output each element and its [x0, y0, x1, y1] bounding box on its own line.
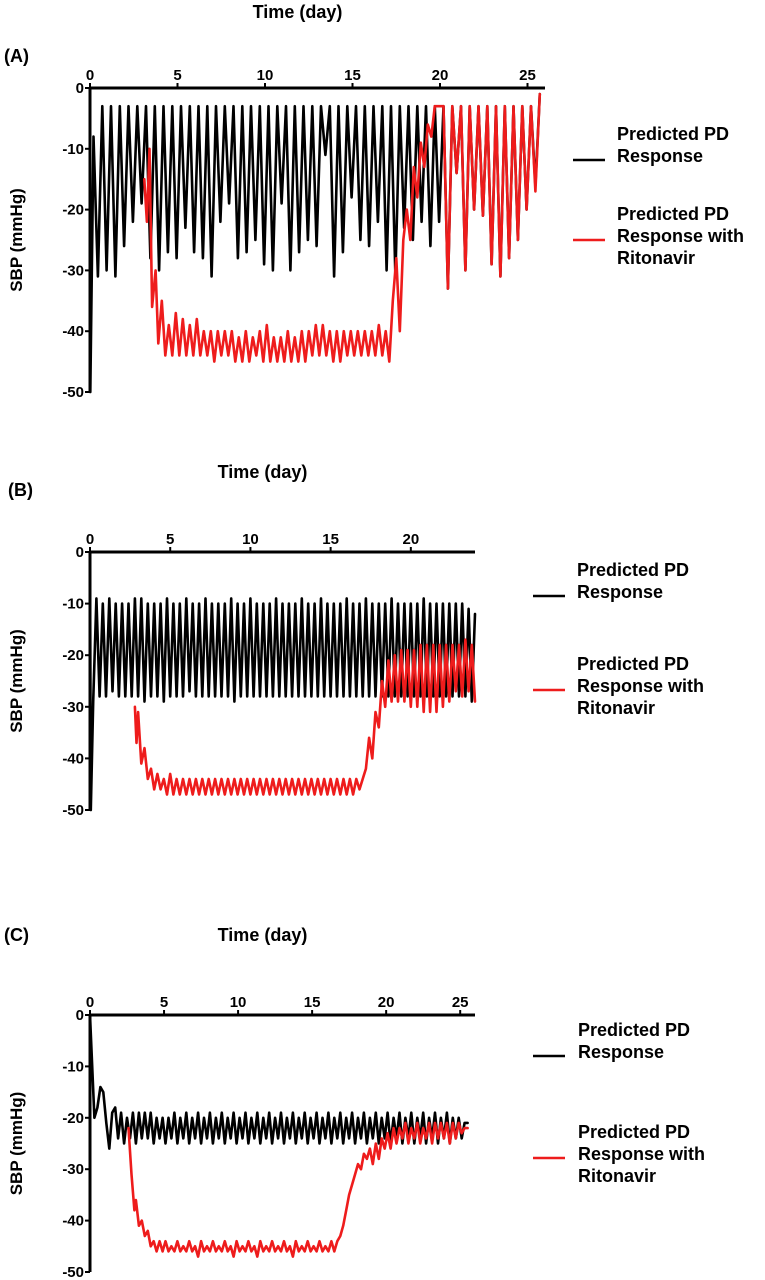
y-tick-label: -30 — [62, 1161, 84, 1178]
chart-panel-2: (B) Time (day) SBP (mmHg) 0 5 10 15 20 0 -10 -20 -3… — [7, 462, 704, 819]
series-line-pd-response — [88, 86, 542, 394]
legend-label: Predicted PD Response — [617, 124, 729, 166]
x-tick-label: 0 — [86, 531, 94, 548]
y-tick-label: -50 — [62, 1264, 84, 1280]
series-line-pd-response-ritonavir — [143, 92, 542, 363]
y-tick-label: 0 — [76, 80, 84, 97]
x-axis-title: Time (day) — [218, 462, 308, 482]
chart-panel-1: (A) Time (day) SBP (mmHg) 0 5 10 15 20 25 0 -10 -20… — [4, 2, 744, 401]
x-tick-label: 15 — [322, 531, 339, 548]
y-tick-label: -50 — [62, 384, 84, 401]
x-tick-label: 20 — [378, 994, 395, 1011]
legend-item: Predicted PD Response with Ritonavir — [533, 1122, 705, 1186]
y-tick-label: -30 — [62, 699, 84, 716]
legend-item: Predicted PD Response — [533, 560, 689, 602]
x-tick-label: 15 — [304, 994, 321, 1011]
x-tick-label: 5 — [160, 994, 168, 1011]
legend: Predicted PD Response Predicted PD Response… — [533, 560, 704, 718]
series-line-pd-response-ritonavir — [133, 638, 477, 796]
x-axis-title: Time (day) — [253, 2, 343, 22]
legend-item: Predicted PD Response with Ritonavir — [533, 654, 704, 718]
x-tick-label: 25 — [519, 67, 536, 84]
y-tick-label: -50 — [62, 802, 84, 819]
x-tick-label: 5 — [173, 67, 181, 84]
x-tick-label: 15 — [344, 67, 361, 84]
x-tick-label: 5 — [166, 531, 174, 548]
x-tick-label: 20 — [402, 531, 419, 548]
legend-label: Predicted PD Response — [577, 560, 689, 602]
legend: Predicted PD Response Predicted PD Response… — [573, 124, 744, 268]
y-tick-label: -40 — [62, 750, 84, 767]
y-axis-title: SBP (mmHg) — [7, 629, 26, 733]
legend-label: Predicted PD Response with Ritonavir — [617, 204, 744, 268]
legend-item: Predicted PD Response with Ritonavir — [573, 204, 744, 268]
panel-label: (A) — [4, 46, 29, 66]
y-tick-label: -40 — [62, 1213, 84, 1230]
series-line-pd-response-ritonavir — [127, 1121, 469, 1258]
panel-label: (C) — [4, 925, 29, 945]
x-tick-label: 10 — [242, 531, 259, 548]
y-axis-title: SBP (mmHg) — [7, 1092, 26, 1196]
legend-item: Predicted PD Response — [573, 124, 729, 166]
y-axis-title: SBP (mmHg) — [7, 188, 26, 292]
y-tick-label: -40 — [62, 323, 84, 340]
legend-item: Predicted PD Response — [533, 1020, 690, 1062]
x-tick-label: 0 — [86, 67, 94, 84]
legend-label: Predicted PD Response with Ritonavir — [578, 1122, 705, 1186]
y-tick-label: -10 — [62, 1058, 84, 1075]
chart-panel-3: (C) Time (day) SBP (mmHg) 0 5 10 15 20 25 0 -10 -20… — [4, 925, 705, 1280]
x-tick-label: 10 — [230, 994, 247, 1011]
y-tick-label: -30 — [62, 262, 84, 279]
x-axis-title: Time (day) — [218, 925, 308, 945]
x-tick-label: 0 — [86, 994, 94, 1011]
legend-label: Predicted PD Response — [578, 1020, 690, 1062]
series-line-pd-response — [88, 550, 477, 812]
y-tick-label: 0 — [76, 544, 84, 561]
x-tick-label: 20 — [432, 67, 449, 84]
legend-label: Predicted PD Response with Ritonavir — [577, 654, 704, 718]
y-tick-label: -10 — [62, 141, 84, 158]
panel-label: (B) — [8, 480, 33, 500]
y-tick-label: -20 — [62, 202, 84, 219]
y-tick-label: -20 — [62, 647, 84, 664]
y-tick-label: -20 — [62, 1110, 84, 1127]
x-tick-label: 10 — [257, 67, 274, 84]
y-tick-label: -10 — [62, 596, 84, 613]
x-tick-label: 25 — [452, 994, 469, 1011]
legend: Predicted PD Response Predicted PD Response… — [533, 1020, 705, 1186]
y-tick-label: 0 — [76, 1007, 84, 1024]
